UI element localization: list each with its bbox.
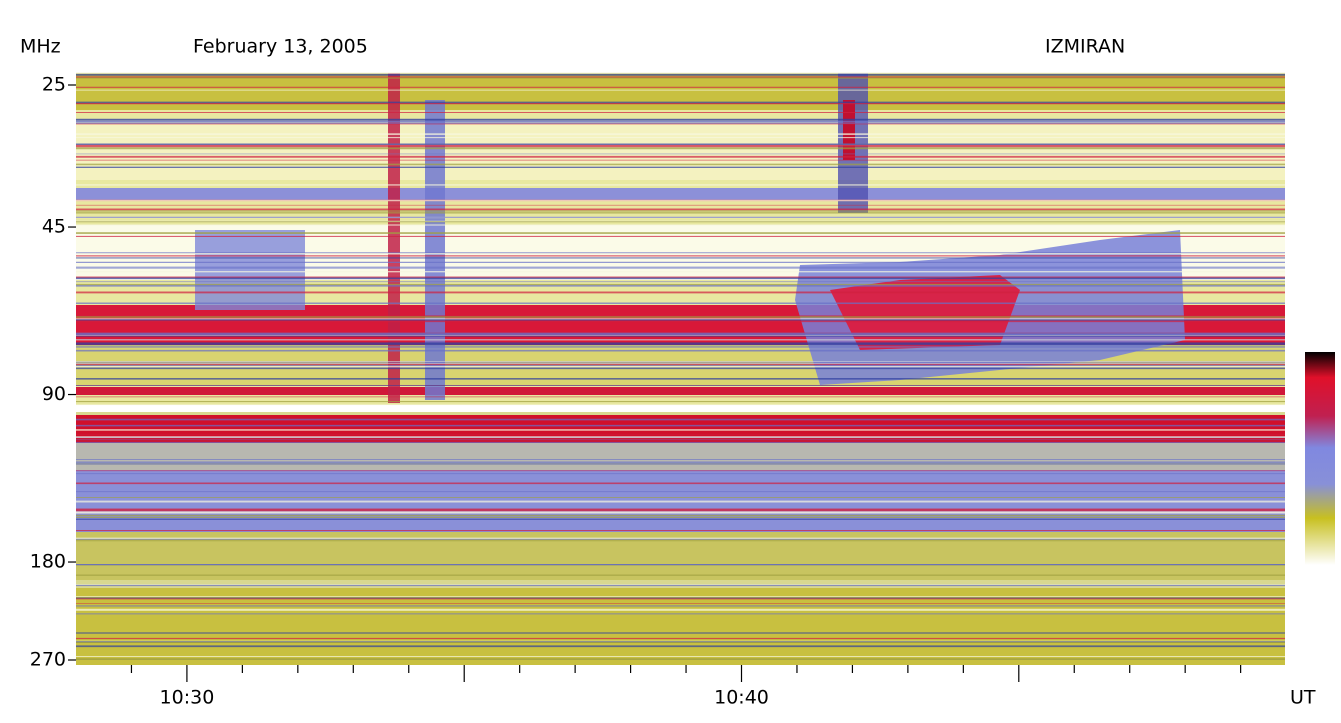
y-tick-label: 180 — [30, 551, 66, 573]
band — [76, 443, 1285, 470]
spectrogram — [76, 72, 1335, 665]
band — [76, 120, 1285, 180]
burst — [425, 100, 445, 400]
burst — [830, 275, 1020, 350]
annotation: IZMIRAN — [1045, 36, 1125, 58]
burst — [388, 73, 400, 403]
y-axis-label: MHz — [20, 36, 61, 58]
colorbar — [1305, 352, 1335, 565]
x-axis-label: UT — [1290, 687, 1316, 709]
y-tick-label: 270 — [30, 649, 66, 671]
band — [76, 188, 1285, 200]
chart-title: February 13, 2005 — [193, 36, 368, 58]
y-tick-label: 90 — [42, 383, 66, 405]
band — [76, 532, 1285, 580]
y-tick-label: 25 — [42, 74, 66, 96]
burst — [195, 230, 305, 310]
band — [76, 588, 1285, 665]
x-tick-label: 10:30 — [160, 687, 215, 709]
burst — [843, 100, 855, 160]
y-tick-label: 45 — [42, 216, 66, 238]
band — [76, 387, 1285, 395]
x-tick-label: 10:40 — [714, 687, 769, 709]
